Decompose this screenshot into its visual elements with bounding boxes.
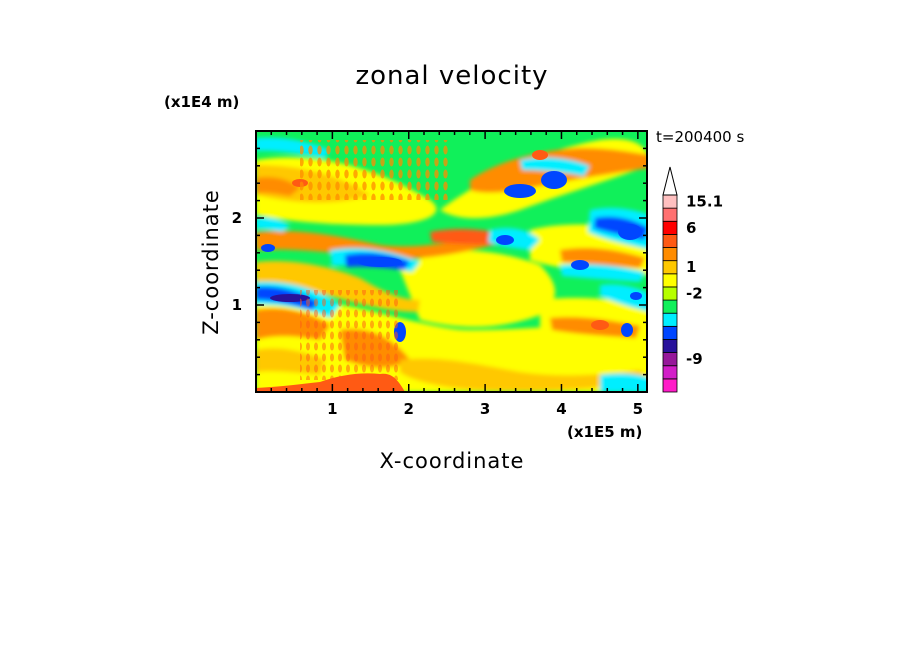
field-band-cyan-3 bbox=[488, 228, 540, 250]
x-tick-label: 3 bbox=[480, 400, 490, 418]
field-band-orange-1 bbox=[256, 230, 512, 259]
field-core-blue-2 bbox=[541, 171, 567, 189]
colorbar-level bbox=[662, 220, 678, 235]
field-core-blue-1 bbox=[504, 184, 536, 198]
terrain-ridge bbox=[256, 373, 405, 392]
colorbar-extend-arrow bbox=[662, 166, 678, 196]
field-core-blue-11 bbox=[630, 292, 642, 300]
field-band-cyan-7 bbox=[256, 217, 290, 232]
colorbar-level bbox=[662, 247, 678, 262]
colorbar-level bbox=[662, 339, 678, 354]
x-axis-multiplier: (x1E5 m) bbox=[567, 423, 642, 441]
colorbar-level bbox=[662, 194, 678, 209]
plot-frame bbox=[255, 130, 648, 393]
x-tick-label: 4 bbox=[556, 400, 566, 418]
colorbar-level bbox=[662, 286, 678, 301]
x-axis-label: X-coordinate bbox=[380, 449, 525, 473]
colorbar-level bbox=[662, 352, 678, 367]
field-region-yellow-mid bbox=[400, 250, 555, 327]
colorbar-label: 1 bbox=[686, 258, 696, 276]
field-core-blue-6 bbox=[621, 323, 633, 337]
colorbar-level bbox=[662, 273, 678, 288]
colorbar-level bbox=[662, 299, 678, 314]
field-band-orange-11 bbox=[256, 177, 300, 196]
y-axis-label: Z-coordinate bbox=[199, 189, 223, 335]
colorbar-label: 6 bbox=[686, 219, 696, 237]
colorbar-level bbox=[662, 233, 678, 248]
colorbar-level bbox=[662, 312, 678, 327]
y-tick-label: 1 bbox=[232, 296, 242, 314]
colorbar: 15.1 6 1 -2 -9 bbox=[662, 166, 723, 393]
colorbar-label: -2 bbox=[686, 285, 703, 303]
colorbar-level bbox=[662, 325, 678, 340]
colorbar-level bbox=[662, 260, 678, 275]
field-ripples-2 bbox=[300, 290, 400, 380]
y-axis-multiplier: (x1E4 m) bbox=[164, 93, 239, 111]
colorbar-level bbox=[662, 365, 678, 380]
x-tick-label: 1 bbox=[327, 400, 337, 418]
field-core-blue-10 bbox=[261, 244, 275, 252]
colorbar-level bbox=[662, 378, 678, 393]
colorbar-label: 15.1 bbox=[686, 193, 723, 211]
field-band-orange-6 bbox=[400, 358, 647, 391]
x-tick-label: 5 bbox=[633, 400, 643, 418]
field-core-red-2 bbox=[450, 233, 470, 241]
field-band-cyan-8 bbox=[520, 157, 590, 176]
field-core-blue-9 bbox=[358, 257, 402, 267]
field-core-blue-3 bbox=[496, 235, 514, 245]
field-band-cyan-5 bbox=[600, 284, 647, 312]
field-core-red-4 bbox=[591, 320, 609, 330]
field-core-blue-4 bbox=[571, 260, 589, 270]
velocity-field bbox=[256, 131, 647, 392]
chart-title: zonal velocity bbox=[355, 61, 548, 91]
field-core-red-1 bbox=[532, 150, 548, 160]
x-tick-label: 2 bbox=[404, 400, 414, 418]
y-tick-label: 2 bbox=[232, 209, 242, 227]
y-axis-ticks: 12 bbox=[232, 147, 647, 376]
field-core-blue-5 bbox=[618, 224, 642, 240]
field-band-cyan-10 bbox=[600, 373, 647, 392]
timestamp-label: t=200400 s bbox=[656, 128, 744, 146]
colorbar-label: -9 bbox=[686, 350, 703, 368]
colorbar-level bbox=[662, 207, 678, 222]
field-ripples-1 bbox=[300, 140, 450, 200]
x-axis-ticks: 1 2 3 4 5 bbox=[270, 131, 643, 418]
